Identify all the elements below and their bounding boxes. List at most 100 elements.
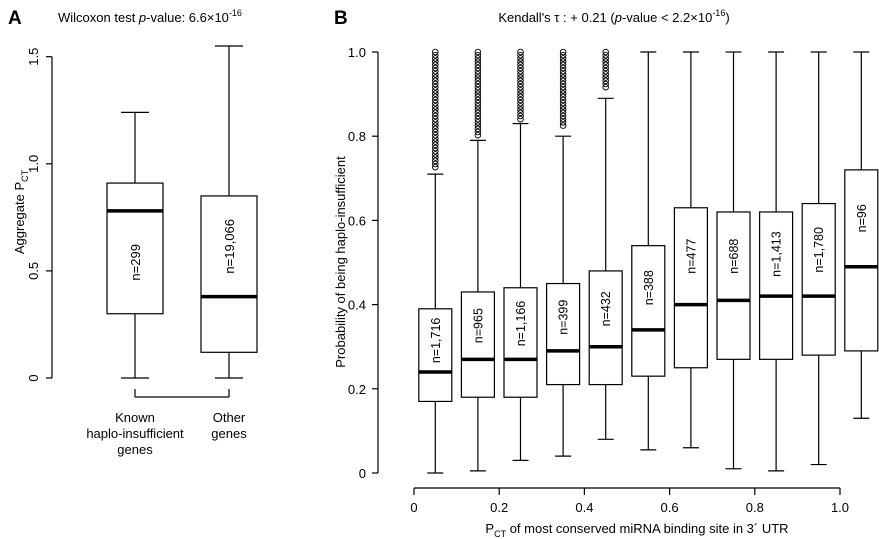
- panel-b-n-label: n=1,780: [812, 227, 826, 273]
- panel-a-title-suffix: -value: 6.6×10: [146, 10, 229, 25]
- panel-b-xtick-label: 0: [410, 500, 417, 515]
- panel-b-outlier: [432, 93, 439, 101]
- panel-b-outlier: [517, 64, 524, 72]
- panel-b-outlier: [432, 58, 439, 65]
- panel-b-outlier: [432, 160, 439, 168]
- panel-b-box: [716, 211, 751, 360]
- panel-b-outlier: [474, 67, 482, 75]
- panel-b-ytick-label: 0.8: [348, 129, 366, 144]
- panel-b-outlier: [517, 71, 524, 78]
- panel-b-outlier: [559, 87, 567, 94]
- panel-b-outlier: [474, 128, 482, 136]
- panel-a-n-label: n=299: [128, 244, 143, 281]
- panel-b-outlier: [517, 99, 524, 107]
- panel-b-outlier: [474, 55, 482, 62]
- panel-b-outlier: [517, 109, 524, 117]
- panel-a-category-label: Known: [115, 410, 155, 425]
- panel-b-n-label: n=1,716: [429, 318, 443, 364]
- panel-b-outlier: [432, 144, 439, 152]
- panel-b-outlier: [517, 112, 524, 120]
- panel-b-outlier: [559, 115, 567, 123]
- panel-b-outlier: [474, 115, 482, 123]
- panel-a-ytick-label: 0.5: [26, 262, 41, 280]
- panel-b-xtick-label: 0.4: [575, 500, 593, 515]
- panel-b-n-label: n=432: [599, 291, 613, 326]
- panel-b-outlier: [559, 99, 567, 107]
- panel-b-outlier: [602, 77, 609, 85]
- panel-b-outlier: [474, 58, 482, 65]
- panel-a-title-italic: p: [138, 10, 146, 25]
- panel-b-outlier: [432, 99, 439, 107]
- panel-b-outlier: [432, 90, 439, 97]
- panel-b-outlier: [559, 58, 567, 65]
- panel-b-outlier: [432, 96, 439, 104]
- panel-b-outlier: [474, 103, 482, 110]
- panel-b-title-prefix: Kendall's τ : + 0.21 (: [498, 10, 615, 25]
- panel-a-label: A: [8, 8, 22, 29]
- panel-b-ytick-label: 0.6: [348, 213, 366, 228]
- panel-b-outlier: [432, 109, 439, 117]
- panel-b-box: [460, 291, 495, 398]
- panel-b-outlier: [474, 51, 482, 59]
- panel-b-outlier: [432, 125, 439, 133]
- panel-b-outlier: [559, 71, 567, 78]
- panel-b-outlier: [474, 96, 482, 104]
- panel-b-outlier: [559, 109, 567, 117]
- panel-b-outlier: [559, 80, 567, 88]
- panel-a-ylabel-sub: CT: [20, 169, 30, 181]
- panel-b-outlier: [474, 71, 482, 78]
- panel-b-outlier: [602, 74, 609, 81]
- panel-b-outlier: [517, 61, 524, 69]
- panel-b-outlier: [432, 77, 439, 85]
- panel-b-outlier: [432, 119, 439, 126]
- panel-b-outlier: [474, 122, 482, 129]
- panel-b-xlabel-sub: CT: [494, 529, 506, 539]
- panel-b-outlier: [517, 93, 524, 101]
- panel-b-outlier: [517, 80, 524, 88]
- panel-b-xtick-label: 1.0: [831, 500, 849, 515]
- panel-a-ytick-label: 1.5: [26, 48, 41, 66]
- panel-b-outlier: [517, 77, 524, 85]
- panel-b-n-label: n=1,166: [514, 301, 528, 347]
- panel-b-outlier: [432, 135, 439, 142]
- panel-b-outlier: [517, 103, 524, 110]
- panel-b-outlier: [474, 80, 482, 88]
- panel-b-ytick-label: 1.0: [348, 45, 366, 60]
- panel-b-outlier: [432, 67, 439, 75]
- panel-b-outlier: [559, 112, 567, 120]
- panel-b-outlier: [559, 61, 567, 69]
- panel-b-outlier: [474, 93, 482, 101]
- panel-b-outlier: [517, 96, 524, 104]
- panel-b-outlier: [432, 55, 439, 62]
- panel-a-box: [200, 195, 258, 353]
- panel-b-outlier: [432, 106, 439, 113]
- panel-b-title-suffix: -value < 2.2×10: [622, 10, 712, 25]
- panel-b-outlier: [602, 64, 609, 72]
- panel-b-box: [545, 282, 581, 386]
- panel-b-n-label: n=96: [855, 204, 869, 232]
- panel-b-outlier: [559, 83, 567, 91]
- panel-b-outlier: [559, 119, 567, 126]
- panel-b-xlabel: PCT of most conserved miRNA binding site…: [485, 521, 788, 539]
- panel-b-outlier: [432, 154, 439, 161]
- panel-b-title: Kendall's τ : + 0.21 (p-value < 2.2×10-1…: [498, 8, 729, 25]
- panel-b-outlier: [602, 51, 609, 59]
- panel-b-ylabel: Probability of being haplo-insufficient: [333, 156, 348, 368]
- panel-b-outlier: [474, 125, 482, 133]
- panel-b-outlier: [517, 90, 524, 97]
- panel-b-outlier: [432, 48, 439, 56]
- panel-b-outlier: [432, 83, 439, 91]
- panel-b-outlier: [432, 112, 439, 120]
- panel-b-outlier: [432, 71, 439, 78]
- panel-a-ylabel-main: Aggregate P: [12, 182, 27, 254]
- panel-b-ytick-label: 0.2: [348, 382, 366, 397]
- panel-b-title-italic: p: [614, 10, 622, 25]
- panel-b-outlier: [432, 103, 439, 110]
- panel-b-outlier: [517, 87, 524, 94]
- panel-a-category-label: Other: [213, 410, 246, 425]
- panel-b-n-label: n=965: [471, 308, 485, 343]
- panel-a-title-prefix: Wilcoxon test: [58, 10, 139, 25]
- panel-b-outlier: [474, 77, 482, 85]
- panel-b-outlier: [474, 87, 482, 94]
